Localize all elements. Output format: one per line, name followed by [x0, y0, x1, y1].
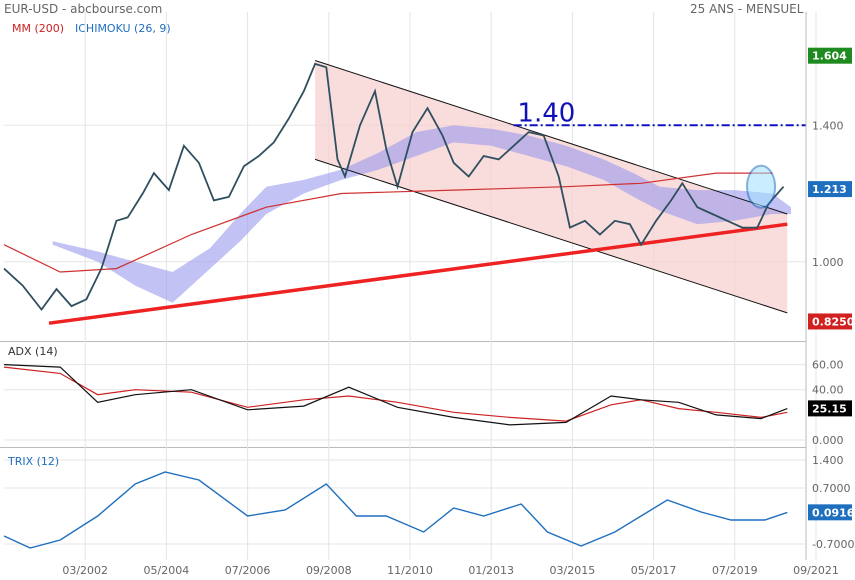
support-trendline [48, 222, 788, 325]
adx-black-line [3, 364, 788, 426]
trix-badge: 0.0916 [812, 506, 855, 519]
y-tick-label: 0.7000 [812, 482, 851, 495]
x-tick-label: 09/2008 [306, 564, 352, 577]
ichimoku-cloud [52, 125, 791, 303]
x-tick-label: 07/2019 [712, 564, 758, 577]
x-tick-label: 01/2013 [468, 564, 514, 577]
price-last-badge-bg [808, 181, 852, 198]
y-tick-label: 0.000 [812, 434, 844, 447]
panel-divider [0, 341, 806, 342]
price-line [3, 62, 785, 311]
adx-red-line [3, 366, 788, 422]
x-tick-label: 07/2006 [225, 564, 271, 577]
price-low-badge-bg [808, 313, 852, 330]
price-low-badge: 0.8250 [812, 315, 855, 328]
chart-period: 25 ANS - MENSUEL [690, 2, 804, 16]
y-tick-label: 60.00 [812, 359, 844, 372]
x-tick-label: 11/2010 [387, 564, 433, 577]
x-tick-label: 03/2015 [550, 564, 596, 577]
panel-divider [0, 447, 806, 448]
legend-ma-label: MM (200) [12, 22, 65, 35]
channel-lower-line [314, 158, 788, 314]
x-tick-label: 05/2017 [631, 564, 677, 577]
trix-line [3, 471, 788, 549]
price-high-badge: 1.604 [812, 50, 847, 63]
channel-upper-line [314, 60, 788, 215]
chart-symbol-source: EUR-USD - abcbourse.com [4, 2, 163, 16]
x-tick-label: 03/2002 [62, 564, 108, 577]
legend-ichimoku-label: ICHIMOKU (26, 9) [75, 22, 171, 35]
highlight-circle [746, 164, 777, 209]
y-tick-label: 40.00 [812, 384, 844, 397]
trix-panel-title: TRIX (12) [7, 455, 59, 468]
resistance-annotation-label: 1.40 [517, 98, 575, 128]
x-tick-label: 05/2004 [144, 564, 190, 577]
adx-badge: 25.15 [812, 402, 847, 415]
y-tick-label: -0.7000 [812, 538, 854, 551]
y-tick-label: 1.400 [812, 119, 844, 132]
adx-panel-title: ADX (14) [8, 345, 58, 358]
x-tick-label: 09/2021 [793, 564, 839, 577]
price-high-badge-bg [808, 47, 852, 64]
price-last-badge: 1.213 [812, 183, 847, 196]
trix-badge-bg [808, 504, 852, 521]
ma200-line [3, 172, 773, 273]
y-tick-label: 1.000 [812, 256, 844, 269]
y-tick-label: 1.400 [812, 454, 844, 467]
adx-badge-bg [808, 400, 852, 417]
